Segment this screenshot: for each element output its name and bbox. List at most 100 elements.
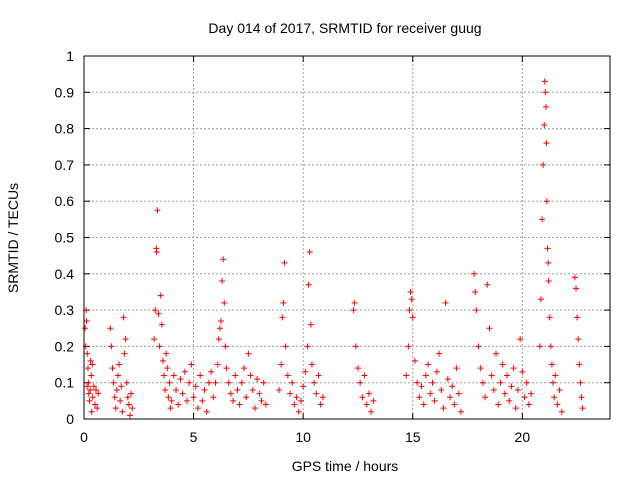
data-point bbox=[109, 365, 116, 372]
data-point bbox=[528, 390, 535, 397]
data-point bbox=[254, 376, 261, 383]
data-point bbox=[118, 383, 125, 390]
data-point bbox=[181, 368, 188, 375]
data-point bbox=[473, 307, 480, 314]
data-point bbox=[558, 408, 565, 415]
data-point bbox=[281, 259, 288, 266]
data-point bbox=[510, 365, 517, 372]
data-point bbox=[488, 372, 495, 379]
data-point bbox=[579, 405, 586, 412]
data-point bbox=[155, 310, 162, 317]
data-point bbox=[276, 386, 283, 393]
data-point bbox=[225, 379, 232, 386]
data-point bbox=[517, 336, 524, 343]
data-point bbox=[113, 386, 120, 393]
data-point bbox=[422, 372, 429, 379]
data-point bbox=[363, 401, 370, 408]
data-point bbox=[214, 361, 221, 368]
data-point bbox=[162, 386, 169, 393]
data-point bbox=[88, 372, 95, 379]
data-point bbox=[278, 361, 285, 368]
data-point bbox=[111, 394, 118, 401]
data-point bbox=[95, 390, 102, 397]
data-point bbox=[93, 386, 100, 393]
data-point bbox=[234, 386, 241, 393]
data-point bbox=[262, 401, 269, 408]
data-point bbox=[418, 383, 425, 390]
data-point bbox=[179, 390, 186, 397]
data-point bbox=[306, 249, 313, 256]
data-point bbox=[291, 401, 298, 408]
chart-title: Day 014 of 2017, SRMTID for receiver guu… bbox=[208, 20, 481, 36]
data-point bbox=[249, 386, 256, 393]
data-point bbox=[408, 296, 415, 303]
data-point bbox=[168, 397, 175, 404]
data-point bbox=[154, 207, 161, 214]
plot-frame bbox=[83, 55, 611, 420]
data-point bbox=[536, 343, 543, 350]
data-point bbox=[501, 390, 508, 397]
data-point bbox=[414, 379, 421, 386]
data-point bbox=[295, 408, 302, 415]
data-point bbox=[164, 365, 171, 372]
data-point bbox=[545, 259, 552, 266]
data-point bbox=[82, 325, 89, 332]
data-point bbox=[411, 357, 418, 364]
data-point bbox=[287, 390, 294, 397]
data-point bbox=[541, 78, 548, 85]
data-point bbox=[545, 278, 552, 285]
data-point bbox=[157, 292, 164, 299]
data-point bbox=[108, 343, 115, 350]
data-point bbox=[89, 361, 96, 368]
data-point bbox=[258, 397, 265, 404]
y-tick-label: 0.5 bbox=[55, 230, 75, 246]
data-point bbox=[216, 325, 223, 332]
data-point bbox=[308, 361, 315, 368]
data-point bbox=[484, 281, 491, 288]
data-point bbox=[519, 368, 526, 375]
data-point bbox=[220, 256, 227, 263]
data-point bbox=[90, 383, 97, 390]
data-point bbox=[280, 299, 287, 306]
data-point bbox=[313, 390, 320, 397]
data-point bbox=[128, 390, 135, 397]
data-point bbox=[475, 343, 482, 350]
data-point bbox=[486, 325, 493, 332]
data-point bbox=[350, 307, 357, 314]
y-tick-label: 0.4 bbox=[55, 266, 75, 282]
data-point bbox=[359, 394, 366, 401]
data-point bbox=[165, 394, 172, 401]
y-tick-label: 0.1 bbox=[55, 375, 75, 391]
data-point bbox=[170, 372, 177, 379]
data-point bbox=[552, 372, 559, 379]
data-point bbox=[571, 274, 578, 281]
data-point bbox=[88, 408, 95, 415]
y-tick-label: 0.9 bbox=[55, 84, 75, 100]
data-point bbox=[260, 379, 267, 386]
data-point bbox=[300, 383, 307, 390]
data-point bbox=[247, 372, 254, 379]
data-point bbox=[537, 296, 544, 303]
data-point bbox=[203, 408, 210, 415]
data-point bbox=[539, 216, 546, 223]
data-point bbox=[190, 394, 197, 401]
data-point bbox=[205, 379, 212, 386]
data-point bbox=[551, 394, 558, 401]
data-points bbox=[82, 78, 586, 419]
data-point bbox=[577, 379, 584, 386]
data-point bbox=[151, 336, 158, 343]
data-point bbox=[438, 386, 445, 393]
data-point bbox=[574, 314, 581, 321]
data-point bbox=[89, 394, 96, 401]
data-point bbox=[177, 376, 184, 383]
data-point bbox=[84, 350, 91, 357]
data-point bbox=[302, 368, 309, 375]
data-point bbox=[84, 383, 91, 390]
data-point bbox=[370, 397, 377, 404]
data-point bbox=[425, 361, 432, 368]
data-point bbox=[540, 161, 547, 168]
data-point bbox=[122, 336, 129, 343]
data-point bbox=[293, 394, 300, 401]
data-point bbox=[192, 383, 199, 390]
data-point bbox=[482, 394, 489, 401]
